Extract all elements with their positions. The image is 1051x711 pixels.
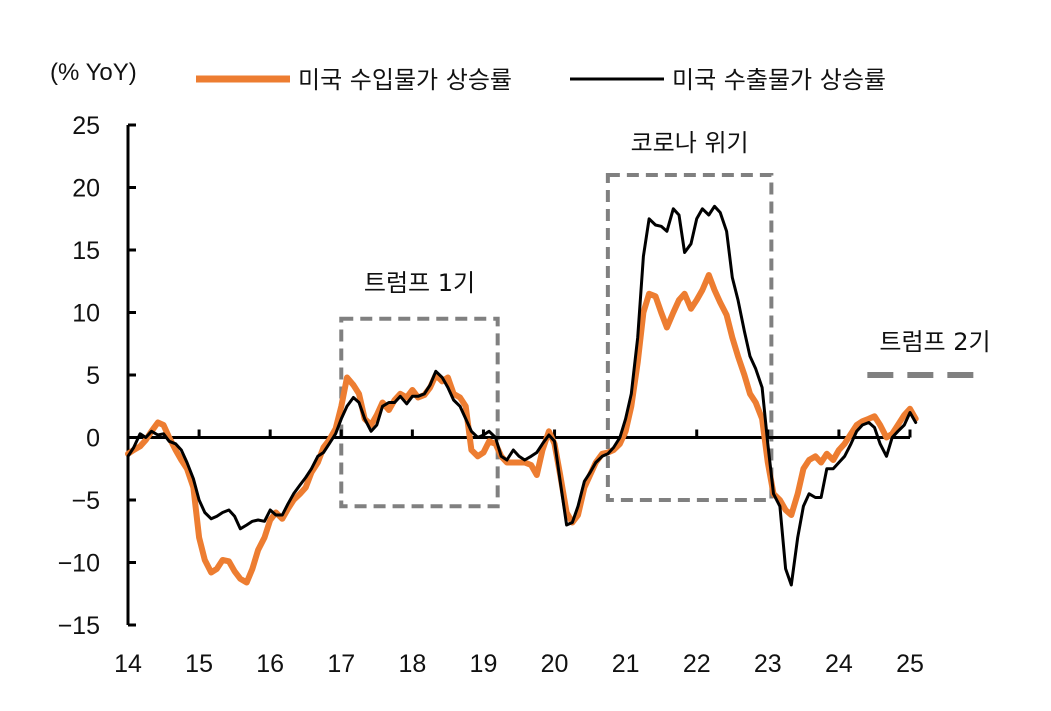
legend-label-export: 미국 수출물가 상승률 xyxy=(672,66,886,94)
covid-crisis-label: 코로나 위기 xyxy=(631,129,749,157)
x-tick-label: 16 xyxy=(256,650,284,678)
x-tick-label: 14 xyxy=(114,650,142,678)
y-tick-label: 10 xyxy=(72,300,100,328)
y-axis-unit-label: (% YoY) xyxy=(50,59,137,86)
x-tick-label: 23 xyxy=(754,650,782,678)
x-tick-label: 24 xyxy=(825,650,853,678)
covid-crisis-box xyxy=(605,173,774,502)
series-line-import-price xyxy=(125,272,919,586)
series-line-export-price xyxy=(126,204,918,587)
series-layer xyxy=(125,204,919,587)
x-tick-label: 19 xyxy=(470,650,498,678)
y-tick-label: −15 xyxy=(58,612,100,640)
chart-legend: 미국 수입물가 상승률 미국 수출물가 상승률 xyxy=(196,66,886,94)
y-tick-label: −5 xyxy=(71,487,100,515)
legend-label-import: 미국 수입물가 상승률 xyxy=(298,66,512,94)
x-tick-label: 18 xyxy=(398,650,426,678)
axes: 25 20 15 10 5 0 −5 −10 −15 14 15 16 17 18 19 20 21 22 23 24… xyxy=(58,112,924,678)
annotations: 트럼프 1기 코로나 위기 트럼프 2기 xyxy=(339,129,991,509)
y-tick-label: −10 xyxy=(58,550,100,578)
y-tick-label: 5 xyxy=(86,362,100,390)
x-tick-label: 21 xyxy=(612,650,640,678)
y-tick-label: 15 xyxy=(72,237,100,265)
x-tick-label: 17 xyxy=(327,650,355,678)
trump-first-term-label: 트럼프 1기 xyxy=(364,269,475,297)
x-tick-label: 25 xyxy=(896,650,924,678)
y-tick-label: 0 xyxy=(86,425,100,453)
y-tick-label: 25 xyxy=(72,112,100,140)
trump-second-term-label: 트럼프 2기 xyxy=(879,328,990,356)
y-tick-label: 20 xyxy=(72,175,100,203)
x-tick-label: 15 xyxy=(185,650,213,678)
x-tick-label: 20 xyxy=(541,650,569,678)
x-tick-label: 22 xyxy=(683,650,711,678)
